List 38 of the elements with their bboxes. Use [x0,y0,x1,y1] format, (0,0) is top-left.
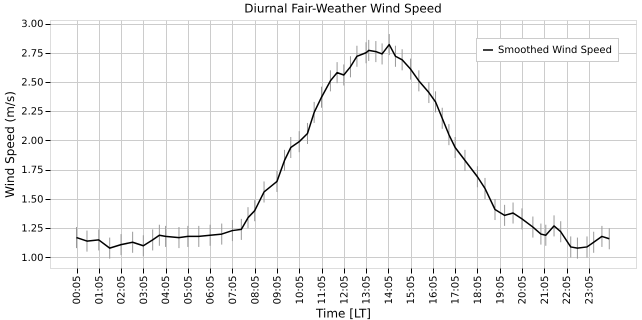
y-axis-title: Wind Speed (m/s) [3,91,18,198]
x-tick-label: 06:05 [206,276,217,304]
x-tick-label: 11:05 [317,276,328,304]
x-tick-label: 16:05 [428,276,440,304]
x-tick-label: 08:05 [250,276,262,304]
x-tick-label: 04:05 [161,276,172,304]
x-tick-label: 17:05 [450,276,462,304]
y-tick-label: 1.25 [21,224,44,235]
x-axis-title: Time [LT] [315,306,371,320]
line-series [76,44,610,249]
y-tick-label: 2.75 [21,48,44,60]
x-tick-label: 10:05 [294,276,306,304]
x-tick-label: 02:05 [116,276,128,304]
y-tick-label: 1.00 [21,252,44,264]
x-tick-label: 12:05 [339,276,350,304]
x-tick-label: 19:05 [495,276,506,304]
x-tick-label: 23:05 [584,276,596,304]
y-tick-label: 2.50 [21,78,44,88]
y-tick-label: 1.75 [21,165,44,176]
chart-title: Diurnal Fair-Weather Wind Speed [244,2,442,16]
legend-label: Smoothed Wind Speed [498,45,612,56]
x-tick-label: 20:05 [518,276,529,304]
x-tick-label: 15:05 [406,276,418,304]
y-tick-label: 2.00 [21,136,44,147]
x-tick-label: 03:05 [138,276,150,304]
x-tick-label: 00:05 [72,276,84,304]
x-tick-label: 14:05 [384,276,395,304]
y-tick-label: 3.00 [21,19,44,30]
y-tick-label: 2.25 [21,106,44,118]
x-tick-label: 18:05 [472,276,484,304]
x-tick-label: 01:05 [94,276,106,304]
x-tick-label: 07:05 [228,276,239,304]
x-tick-label: 21:05 [540,276,551,304]
x-tick-label: 22:05 [562,276,574,304]
y-tick-label: 1.50 [21,194,44,206]
x-tick-label: 13:05 [362,276,373,304]
x-tick-label: 05:05 [183,276,194,304]
x-tick-label: 09:05 [272,276,284,304]
